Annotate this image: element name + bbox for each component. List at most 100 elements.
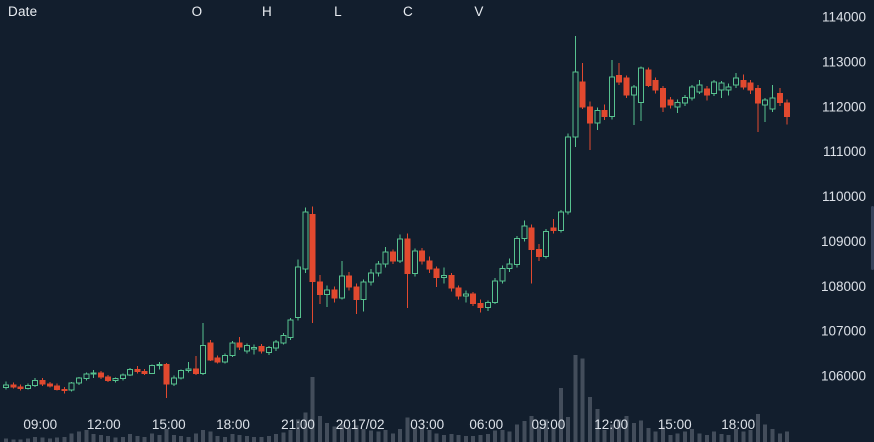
candle-bearish [660,86,666,113]
volume-bar [398,428,403,442]
volume-bar [40,437,45,442]
volume-bar [734,428,738,442]
volume-bar [500,429,505,442]
volume-bar [11,439,16,442]
volume-bar [128,434,133,442]
candle-bullish [280,332,287,345]
volume-bar [653,431,658,442]
candle-bullish [229,341,236,358]
volume-bar [449,434,454,442]
candle-body [375,263,382,274]
candle-bearish [309,206,316,323]
candle-body [528,227,535,250]
candle-body [24,384,31,389]
candle-body [725,86,732,91]
candle-bullish [170,375,177,386]
candle-body [353,286,360,301]
volume-bar [522,421,527,442]
volume-bar [507,431,512,442]
candle-body [601,109,608,118]
candle-body [134,368,141,372]
candle-body [448,275,455,289]
candle-bearish [404,233,411,308]
candle-bullish [3,381,9,390]
candle-bullish [302,207,309,273]
candle-body [397,238,404,262]
candle-body [681,96,688,104]
candle-bearish [623,75,630,98]
candle-body [762,99,769,106]
candle-bearish [192,355,199,376]
volume-bar [179,435,184,442]
candle-body [543,231,550,258]
candle-body [141,371,148,374]
candle-body [149,365,155,374]
volume-bar [237,435,242,442]
candle-body [411,250,418,275]
volume-bar [463,435,468,442]
candle-body [404,238,411,275]
candle-body [470,293,477,304]
candle-body [521,225,528,240]
candle-body [39,380,46,385]
candle-body [251,347,258,350]
volume-bar [536,426,541,442]
candle-body [616,74,623,83]
candle-bearish [616,63,623,86]
candle-body [54,385,61,390]
candle-body [192,368,199,374]
volume-bar [617,419,622,442]
candle-bullish [725,83,732,96]
candle-body [316,281,323,295]
candle-bullish [674,99,681,113]
candle-bearish [528,224,535,284]
candle-body [200,345,207,374]
candle-body [185,368,192,372]
candle-bearish [477,299,484,313]
candle-body [346,275,353,288]
volume-bar [646,428,651,442]
volume-bar [339,424,344,442]
x-axis-tick-label: 15:00 [658,417,692,432]
volume-bar [347,428,352,442]
volume-bar [726,435,731,442]
volume-bar [682,431,687,442]
volume-bar [376,431,381,442]
volume-bar [558,388,563,442]
volume-bar [529,415,534,442]
candle-bearish [46,381,53,388]
candle-bullish [83,372,90,381]
volume-bar [631,422,636,442]
candle-body [711,81,718,94]
chart-scrollbar-thumb[interactable] [871,206,874,270]
candle-body [419,250,426,262]
candle-bullish [368,269,374,286]
candle-bearish [550,218,557,234]
candle-bearish [579,63,586,109]
volume-bar [624,415,629,442]
candle-body [718,82,725,91]
candle-bullish [514,236,520,268]
candle-body [287,319,294,338]
y-axis-tick-label: 109000 [821,234,866,249]
candle-body [426,260,433,270]
candle-body [360,281,367,301]
x-axis-tick-label: 21:00 [281,417,315,432]
candle-bearish [433,266,440,288]
candle-body [280,335,287,344]
volume-bar [193,433,198,442]
candle-body [236,342,243,348]
candle-body [265,346,272,354]
candle-bearish [652,77,659,94]
info-bar-date-label: Date [8,4,38,19]
candle-body [747,82,754,91]
candle-body [587,106,593,124]
volume-bar [712,431,717,442]
candle-body [579,81,586,108]
y-axis-tick-label: 111000 [823,144,866,159]
volume-bar [412,428,417,442]
volume-bar [697,433,702,442]
y-axis-tick-label: 110000 [822,189,866,204]
